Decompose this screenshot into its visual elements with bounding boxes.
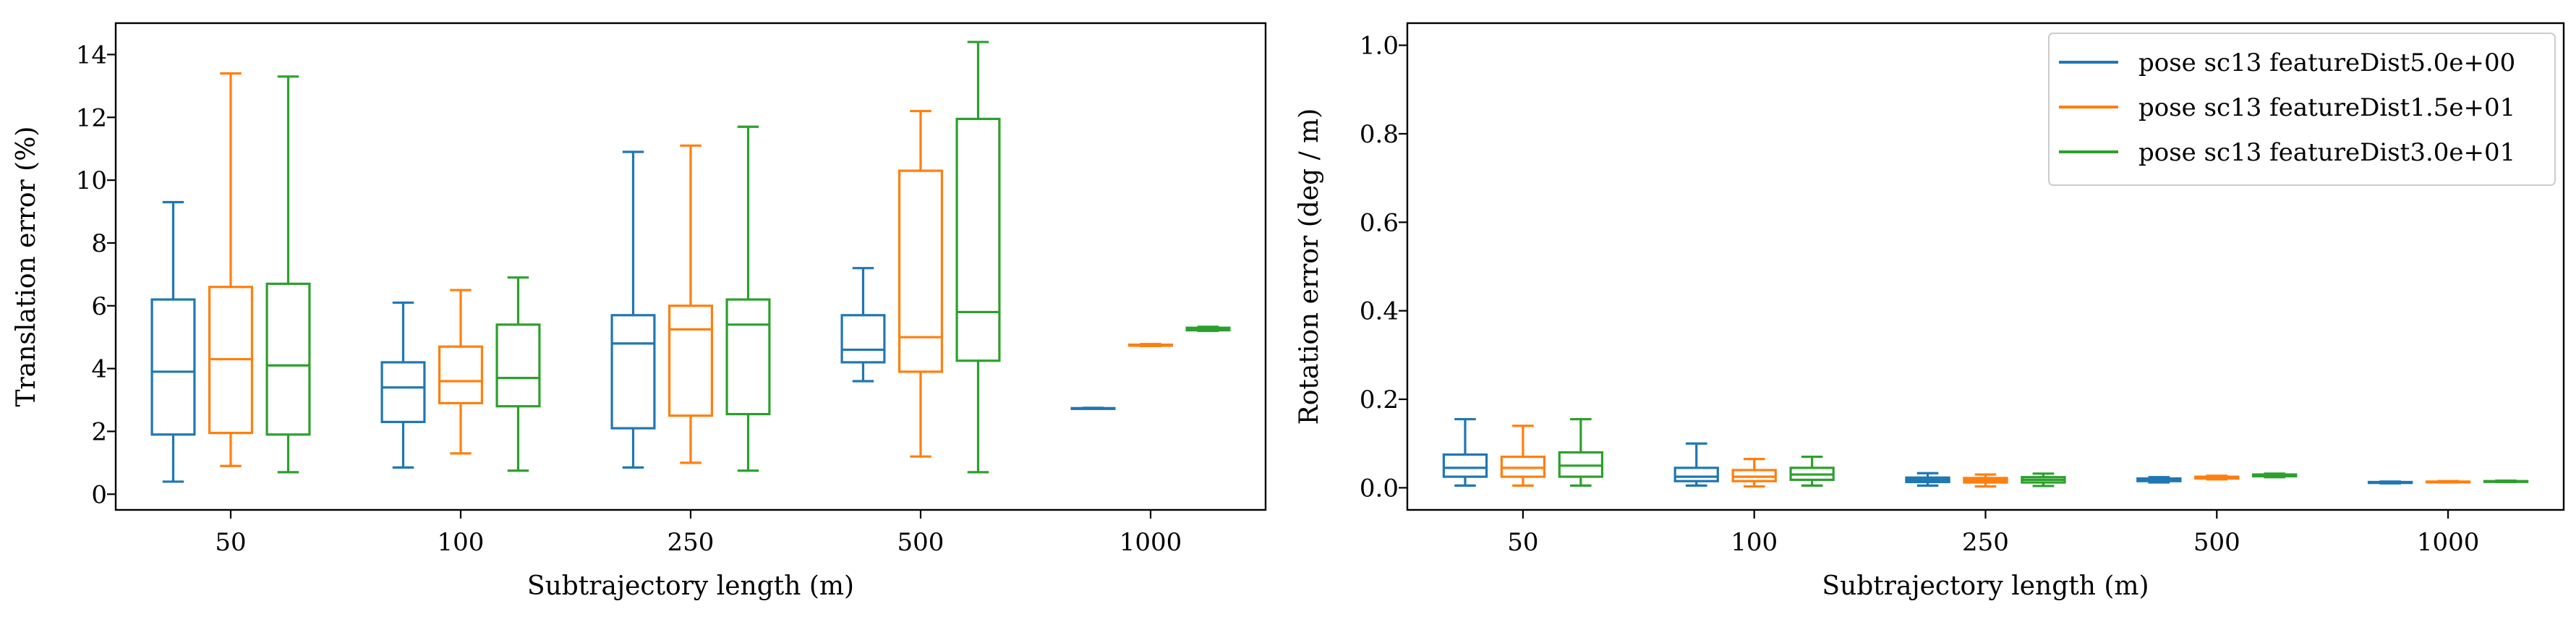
box-3-50: [1558, 417, 1604, 487]
box-1-100: [380, 301, 426, 469]
y-tick-label: 4: [91, 355, 107, 384]
x-tick-label: 1000: [2417, 528, 2480, 557]
rotation-error-chart: 0.0 0.2 0.4 0.6 0.8 1.0 50 100 250 500 1000 Subtraj…: [1295, 22, 2565, 601]
y-tick-label: 0: [91, 480, 107, 509]
iqr-box: [495, 323, 541, 408]
y-axis-label: Translation error (%): [12, 127, 41, 407]
y-axis-label: Rotation error (deg / m): [1295, 108, 1324, 425]
box-2-500: [897, 109, 944, 458]
box-2-250: [1963, 473, 2008, 488]
box-1-1000: [2367, 480, 2413, 485]
iqr-box: [265, 282, 311, 436]
box-3-500: [2252, 472, 2298, 479]
y-tick-label: 0.4: [1360, 297, 1399, 326]
x-tick-label: 1000: [1119, 528, 1182, 557]
y-tick-label: 0.2: [1360, 385, 1399, 414]
box-2-100: [1731, 458, 1777, 488]
box-2-500: [2194, 474, 2240, 481]
box-3-1000: [1185, 325, 1231, 333]
x-tick-label: 250: [1962, 528, 2009, 557]
x-tick-label: 50: [1507, 528, 1538, 557]
iqr-box: [840, 314, 886, 364]
box-3-500: [955, 41, 1001, 474]
x-axis-label: Subtrajectory length (m): [1822, 571, 2149, 601]
translation-error-chart: 0 2 4 6 8 10 12 14 50 100 250 500 1000 Subtrajectory …: [12, 22, 1267, 601]
box-3-100: [495, 276, 541, 472]
legend-box: [2048, 33, 2556, 186]
box-3-250: [2021, 472, 2066, 487]
y-tick-label: 0.8: [1360, 120, 1399, 149]
iqr-box: [1673, 466, 1719, 482]
legend-entry: pose sc13 featureDist5.0e+00: [2138, 48, 2515, 77]
box-1-50: [1442, 417, 1488, 487]
box-2-100: [438, 289, 484, 455]
x-tick-label: 250: [668, 528, 715, 557]
iqr-box: [150, 298, 196, 436]
y-tick-label: 14: [76, 41, 107, 69]
iqr-box: [610, 314, 656, 430]
box-2-1000: [2425, 480, 2471, 484]
box-2-50: [208, 72, 254, 467]
iqr-box: [955, 117, 1001, 362]
box-1-500: [2136, 476, 2182, 484]
box-1-500: [840, 267, 886, 383]
box-1-100: [1673, 442, 1719, 487]
box-3-250: [725, 125, 771, 472]
iqr-box: [438, 345, 484, 404]
legend-entry: pose sc13 featureDist1.5e+01: [2138, 93, 2515, 122]
y-tick-label: 12: [76, 103, 107, 132]
y-tick-label: 1.0: [1360, 32, 1399, 61]
iqr-box: [725, 298, 771, 416]
box-2-1000: [1127, 343, 1174, 347]
y-tick-label: 10: [76, 166, 107, 195]
y-tick-label: 0.6: [1360, 208, 1399, 237]
x-tick-label: 500: [897, 528, 944, 557]
box-2-250: [668, 144, 714, 464]
box-1-50: [150, 200, 196, 483]
y-tick-label: 0.0: [1360, 474, 1399, 503]
iqr-box: [380, 361, 426, 424]
box-3-100: [1789, 455, 1835, 487]
iqr-box: [897, 169, 944, 373]
y-tick-label: 8: [91, 229, 107, 258]
x-axis-label: Subtrajectory length (m): [527, 571, 854, 601]
box-2-50: [1500, 425, 1546, 487]
box-1-250: [1905, 472, 1950, 487]
legend-entry: pose sc13 featureDist3.0e+01: [2138, 138, 2515, 167]
x-tick-label: 50: [215, 528, 246, 557]
x-tick-label: 100: [438, 528, 485, 557]
x-tick-label: 100: [1731, 528, 1778, 557]
iqr-box: [668, 304, 714, 417]
legend: pose sc13 featureDist5.0e+00 pose sc13 fe…: [2048, 33, 2556, 186]
box-3-1000: [2483, 480, 2529, 484]
box-1-1000: [1070, 406, 1116, 410]
y-tick-label: 2: [91, 417, 107, 446]
box-3-50: [265, 75, 311, 474]
iqr-box: [1442, 453, 1488, 478]
box-1-250: [610, 150, 656, 469]
y-tick-label: 6: [91, 292, 107, 321]
x-tick-label: 500: [2193, 528, 2240, 557]
